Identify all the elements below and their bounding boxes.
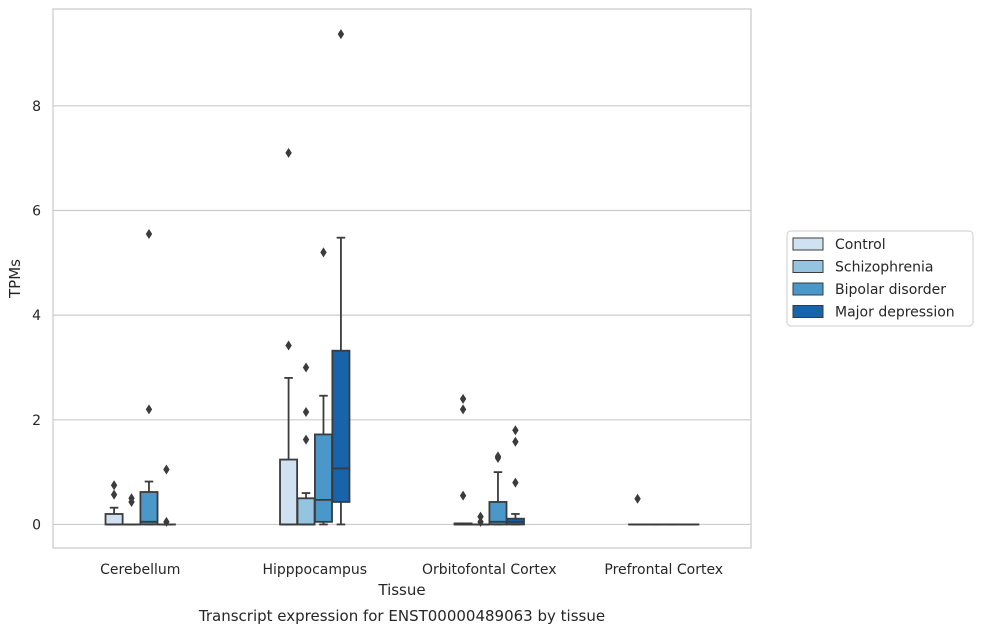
outlier-point [303, 407, 309, 417]
outlier-point [111, 480, 117, 490]
outlier-point [512, 425, 518, 435]
y-tick-label: 6 [32, 203, 41, 219]
outlier-point [320, 247, 326, 257]
outlier-point [460, 394, 466, 404]
outlier-point [460, 491, 466, 501]
y-tick-label: 0 [32, 517, 41, 533]
y-tick-label: 4 [32, 308, 41, 324]
legend-label: Schizophrenia [835, 260, 933, 276]
legend-swatch [793, 283, 823, 295]
outlier-point [303, 362, 309, 372]
x-axis-label: Tissue [377, 581, 425, 599]
outlier-point [285, 340, 291, 350]
box-group [280, 148, 297, 525]
chart-caption: Transcript expression for ENST0000048906… [198, 607, 605, 625]
box-iqr [297, 498, 314, 524]
x-tick-label: Prefrontal Cortex [604, 562, 723, 578]
x-tick-label: Hipppocampus [262, 562, 367, 578]
box-group [140, 229, 157, 524]
x-tick-label: Cerebellum [100, 562, 180, 578]
y-axis-label: TPMs [6, 259, 24, 299]
outlier-point [303, 435, 309, 445]
box-group [106, 480, 123, 524]
outlier-point [146, 404, 152, 414]
outlier-point [111, 490, 117, 500]
box-group [455, 394, 472, 525]
box-iqr [106, 514, 123, 524]
legend-swatch [793, 238, 823, 250]
box-group [297, 362, 314, 524]
legend-label: Bipolar disorder [835, 282, 946, 298]
outlier-point [512, 437, 518, 447]
box-iqr [315, 434, 332, 521]
box-group [332, 29, 349, 524]
x-tick-label: Orbitofontal Cortex [422, 562, 557, 578]
box-iqr [280, 460, 297, 525]
y-tick-label: 2 [32, 413, 41, 429]
grid-lines [53, 106, 751, 525]
outlier-point [477, 512, 483, 522]
outlier-point [163, 465, 169, 475]
tick-labels: 0 2 4 6 8 Cerebellum Hipppocampus Orbitofontal … [32, 99, 723, 578]
box-group [507, 425, 524, 524]
box-group [123, 493, 140, 524]
outlier-point [512, 478, 518, 488]
legend-label: Control [835, 237, 886, 253]
outlier-point [338, 29, 344, 39]
box-iqr [140, 492, 157, 524]
legend-label: Major depression [835, 305, 955, 321]
y-tick-label: 8 [32, 99, 41, 115]
box-group [629, 494, 646, 525]
box-marks [106, 29, 699, 527]
legend-swatch [793, 261, 823, 273]
outlier-point [146, 229, 152, 239]
plot-frame [53, 9, 751, 548]
box-group [472, 512, 489, 527]
box-group [315, 247, 332, 524]
outlier-point [495, 451, 501, 461]
outlier-point [634, 494, 640, 504]
outlier-point [285, 148, 291, 158]
box-group [489, 451, 506, 524]
box-iqr [332, 351, 349, 502]
box-group [158, 465, 175, 527]
outlier-point [460, 404, 466, 414]
legend: Control Schizophrenia Bipolar disorder Majo… [787, 231, 973, 326]
legend-swatch [793, 306, 823, 318]
